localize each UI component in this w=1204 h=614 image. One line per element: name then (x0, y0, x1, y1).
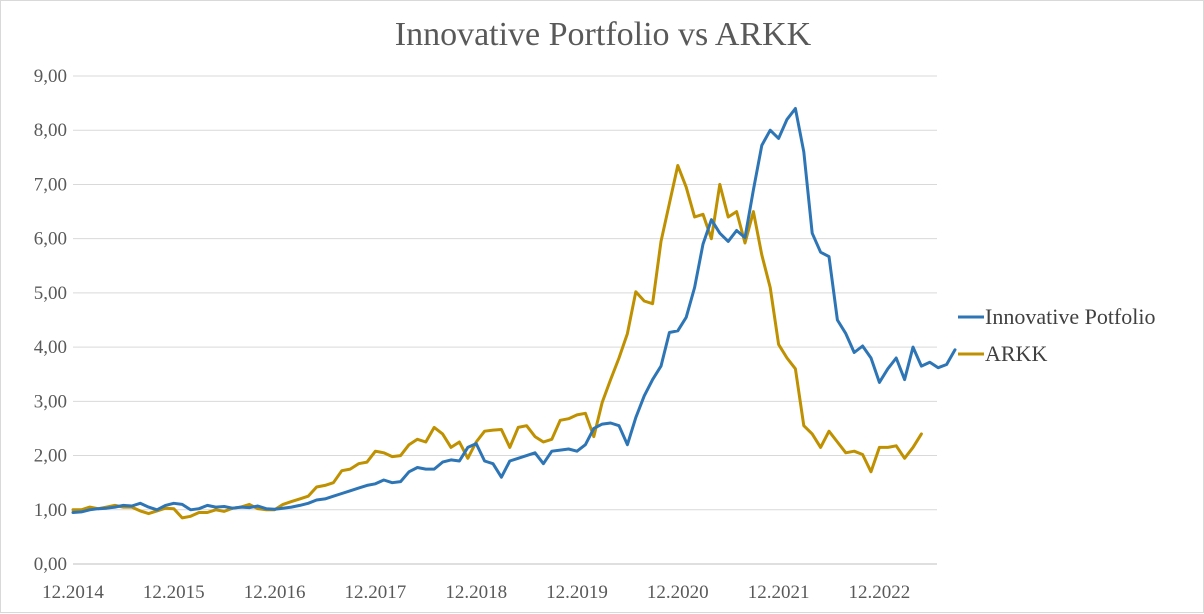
y-tick-label: 9,00 (34, 66, 67, 87)
grid-lines (73, 75, 937, 565)
x-tick-label: 12.2021 (748, 582, 810, 603)
x-axis-tick-labels: 12.2014 12.2015 12.2016 12.2017 12.2018 12.20… (42, 582, 910, 603)
series-line-innovative-potfolio (71, 107, 957, 514)
y-tick-label: 1,00 (34, 500, 67, 521)
legend-label: Innovative Potfolio (985, 304, 1155, 329)
y-tick-label: 7,00 (34, 174, 67, 195)
x-tick-label: 12.2020 (647, 582, 709, 603)
series-line-arkk (71, 164, 923, 520)
x-tick-label: 12.2018 (445, 582, 507, 603)
y-tick-label: 5,00 (34, 283, 67, 304)
y-axis-tick-labels: 0,00 1,00 2,00 3,00 4,00 5,00 6,00 7,00 8,00 9,00 (34, 66, 67, 575)
x-tick-label: 12.2016 (244, 582, 306, 603)
x-tick-label: 12.2019 (546, 582, 608, 603)
chart-title: Innovative Portfolio vs ARKK (395, 16, 812, 53)
x-tick-label: 12.2017 (345, 582, 407, 603)
x-tick-label: 12.2014 (42, 582, 104, 603)
y-tick-label: 8,00 (34, 120, 67, 141)
y-tick-label: 6,00 (34, 229, 67, 250)
x-tick-label: 12.2022 (849, 582, 911, 603)
legend-label: ARKK (985, 341, 1047, 366)
legend: Innovative Potfolio ARKK (958, 304, 1155, 366)
y-tick-label: 2,00 (34, 446, 67, 467)
y-tick-label: 4,00 (34, 337, 67, 358)
series-lines (71, 107, 957, 520)
x-tick-label: 12.2015 (143, 582, 205, 603)
y-tick-label: 0,00 (34, 554, 67, 575)
y-tick-label: 3,00 (34, 391, 67, 412)
